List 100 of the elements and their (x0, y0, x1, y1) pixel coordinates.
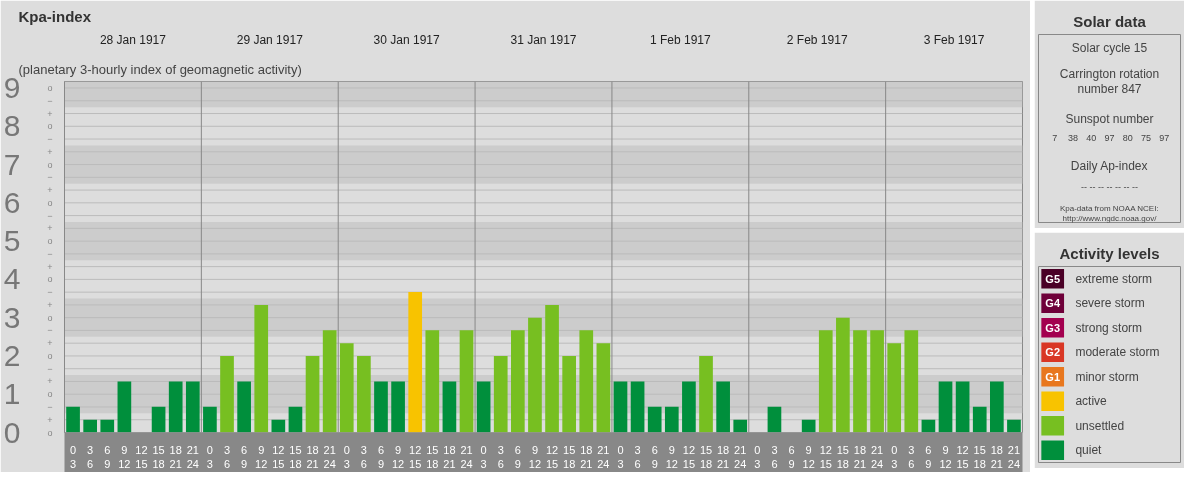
text: 3 Feb 1917 (923, 32, 985, 47)
x-tick-label: 12 15 (409, 443, 422, 470)
x-tick-label: 21 24 (597, 443, 610, 470)
bar (836, 317, 850, 433)
category-label: o (47, 427, 53, 438)
data-label: 38 (1067, 132, 1078, 143)
x-tick-label: 0 3 (480, 443, 487, 470)
x-tick-label: 3 6 (497, 443, 504, 470)
bar (237, 381, 251, 433)
category-label: + (47, 185, 53, 196)
x-tick-label: 3 6 (771, 443, 778, 470)
category-label: extreme storm (1075, 271, 1153, 286)
category-label: − (47, 325, 53, 336)
text: Solar cycle 15 (1071, 40, 1148, 55)
x-tick-label: 18 21 (306, 443, 319, 470)
text: Daily Ap-index (1070, 159, 1148, 174)
category-label: o (47, 236, 53, 247)
x-tick-label: 15 18 (973, 443, 986, 470)
x-tick-label: 0 3 (617, 443, 624, 470)
bar (220, 355, 234, 433)
category-label: strong storm (1075, 320, 1143, 335)
bar (493, 355, 508, 433)
x-tick-label: 18 21 (580, 443, 593, 470)
x-tick-label: 21 24 (870, 443, 884, 470)
x-tick-label: 0 3 (891, 443, 898, 470)
bar (425, 330, 440, 433)
data-label: 97 (1159, 132, 1170, 143)
x-tick-label: 18 21 (717, 443, 730, 470)
x-tick-label: 18 21 (169, 443, 182, 470)
bar (613, 381, 628, 433)
category-label: o (47, 274, 53, 285)
bar (203, 406, 217, 433)
x-tick-label: 6 9 (514, 443, 521, 470)
bar (168, 381, 183, 433)
bar (305, 355, 320, 433)
category-label: − (47, 248, 53, 259)
text: G5 (1045, 272, 1061, 285)
x-tick-label: 21 24 (186, 443, 199, 470)
bar (596, 343, 611, 433)
bar (185, 381, 200, 433)
bar (442, 381, 457, 433)
category-label: − (47, 172, 53, 183)
x-tick-label: 21 24 (734, 443, 747, 470)
bar (938, 381, 953, 433)
bar (562, 355, 576, 433)
y-tick-label: 7 (3, 147, 21, 181)
bar (66, 406, 80, 433)
x-tick-label: 15 18 (152, 443, 165, 470)
bar (322, 330, 337, 433)
bar (357, 355, 371, 433)
y-tick-label: 1 (3, 377, 21, 411)
data-label: 40 (1086, 132, 1097, 143)
x-tick-label: 15 18 (563, 443, 576, 470)
bar (151, 406, 166, 433)
text: Sunspot number (1065, 112, 1154, 127)
data-label: 80 (1122, 132, 1133, 143)
category-label: minor storm (1075, 369, 1139, 384)
text: 2 Feb 1917 (786, 32, 848, 47)
x-tick-label: 6 9 (925, 443, 932, 470)
category-label: unsettled (1075, 418, 1125, 433)
x-tick-label: 3 6 (360, 443, 367, 470)
bar (887, 343, 902, 433)
x-tick-label: 12 15 (135, 443, 148, 470)
text: -- -- -- -- -- -- -- (1081, 181, 1138, 192)
category-label: + (47, 376, 53, 387)
bar (801, 419, 816, 433)
bar (459, 330, 474, 433)
x-tick-label: 9 12 (665, 443, 678, 470)
bar (374, 381, 388, 433)
bar (716, 381, 730, 433)
y-tick-label: 5 (3, 224, 21, 258)
category-label: + (47, 261, 53, 272)
x-tick-label: 12 15 (272, 443, 285, 470)
category-label: − (47, 134, 53, 145)
x-tick-label: 0 3 (343, 443, 350, 470)
bar (972, 406, 987, 433)
x-tick-label: 12 15 (682, 443, 696, 470)
x-tick-label: 12 15 (819, 443, 832, 470)
x-tick-label: 9 12 (118, 443, 131, 470)
data-label: 75 (1141, 132, 1152, 143)
text: G2 (1045, 346, 1061, 359)
category-label: − (47, 401, 53, 412)
category-label: severe storm (1075, 296, 1145, 311)
bar (818, 330, 833, 433)
bar (408, 292, 423, 433)
bar (699, 355, 713, 433)
x-tick-label: 0 3 (206, 443, 213, 470)
bar (647, 406, 662, 433)
x-tick-label: 9 12 (528, 443, 542, 470)
x-tick-label: 15 18 (426, 443, 439, 470)
text: Kpa-data from NOAA NCEI: http://www.ngdc.noaa.gov/ (1059, 203, 1159, 223)
category-label: + (47, 108, 53, 119)
bar (391, 381, 405, 433)
x-tick-label: 6 9 (104, 443, 111, 470)
category-label: + (47, 299, 53, 310)
category-label: − (47, 210, 53, 221)
text: 1 Feb 1917 (650, 32, 712, 47)
bar (579, 330, 594, 433)
text: 28 Jan 1917 (99, 32, 167, 47)
x-tick-label: 12 15 (956, 443, 969, 470)
